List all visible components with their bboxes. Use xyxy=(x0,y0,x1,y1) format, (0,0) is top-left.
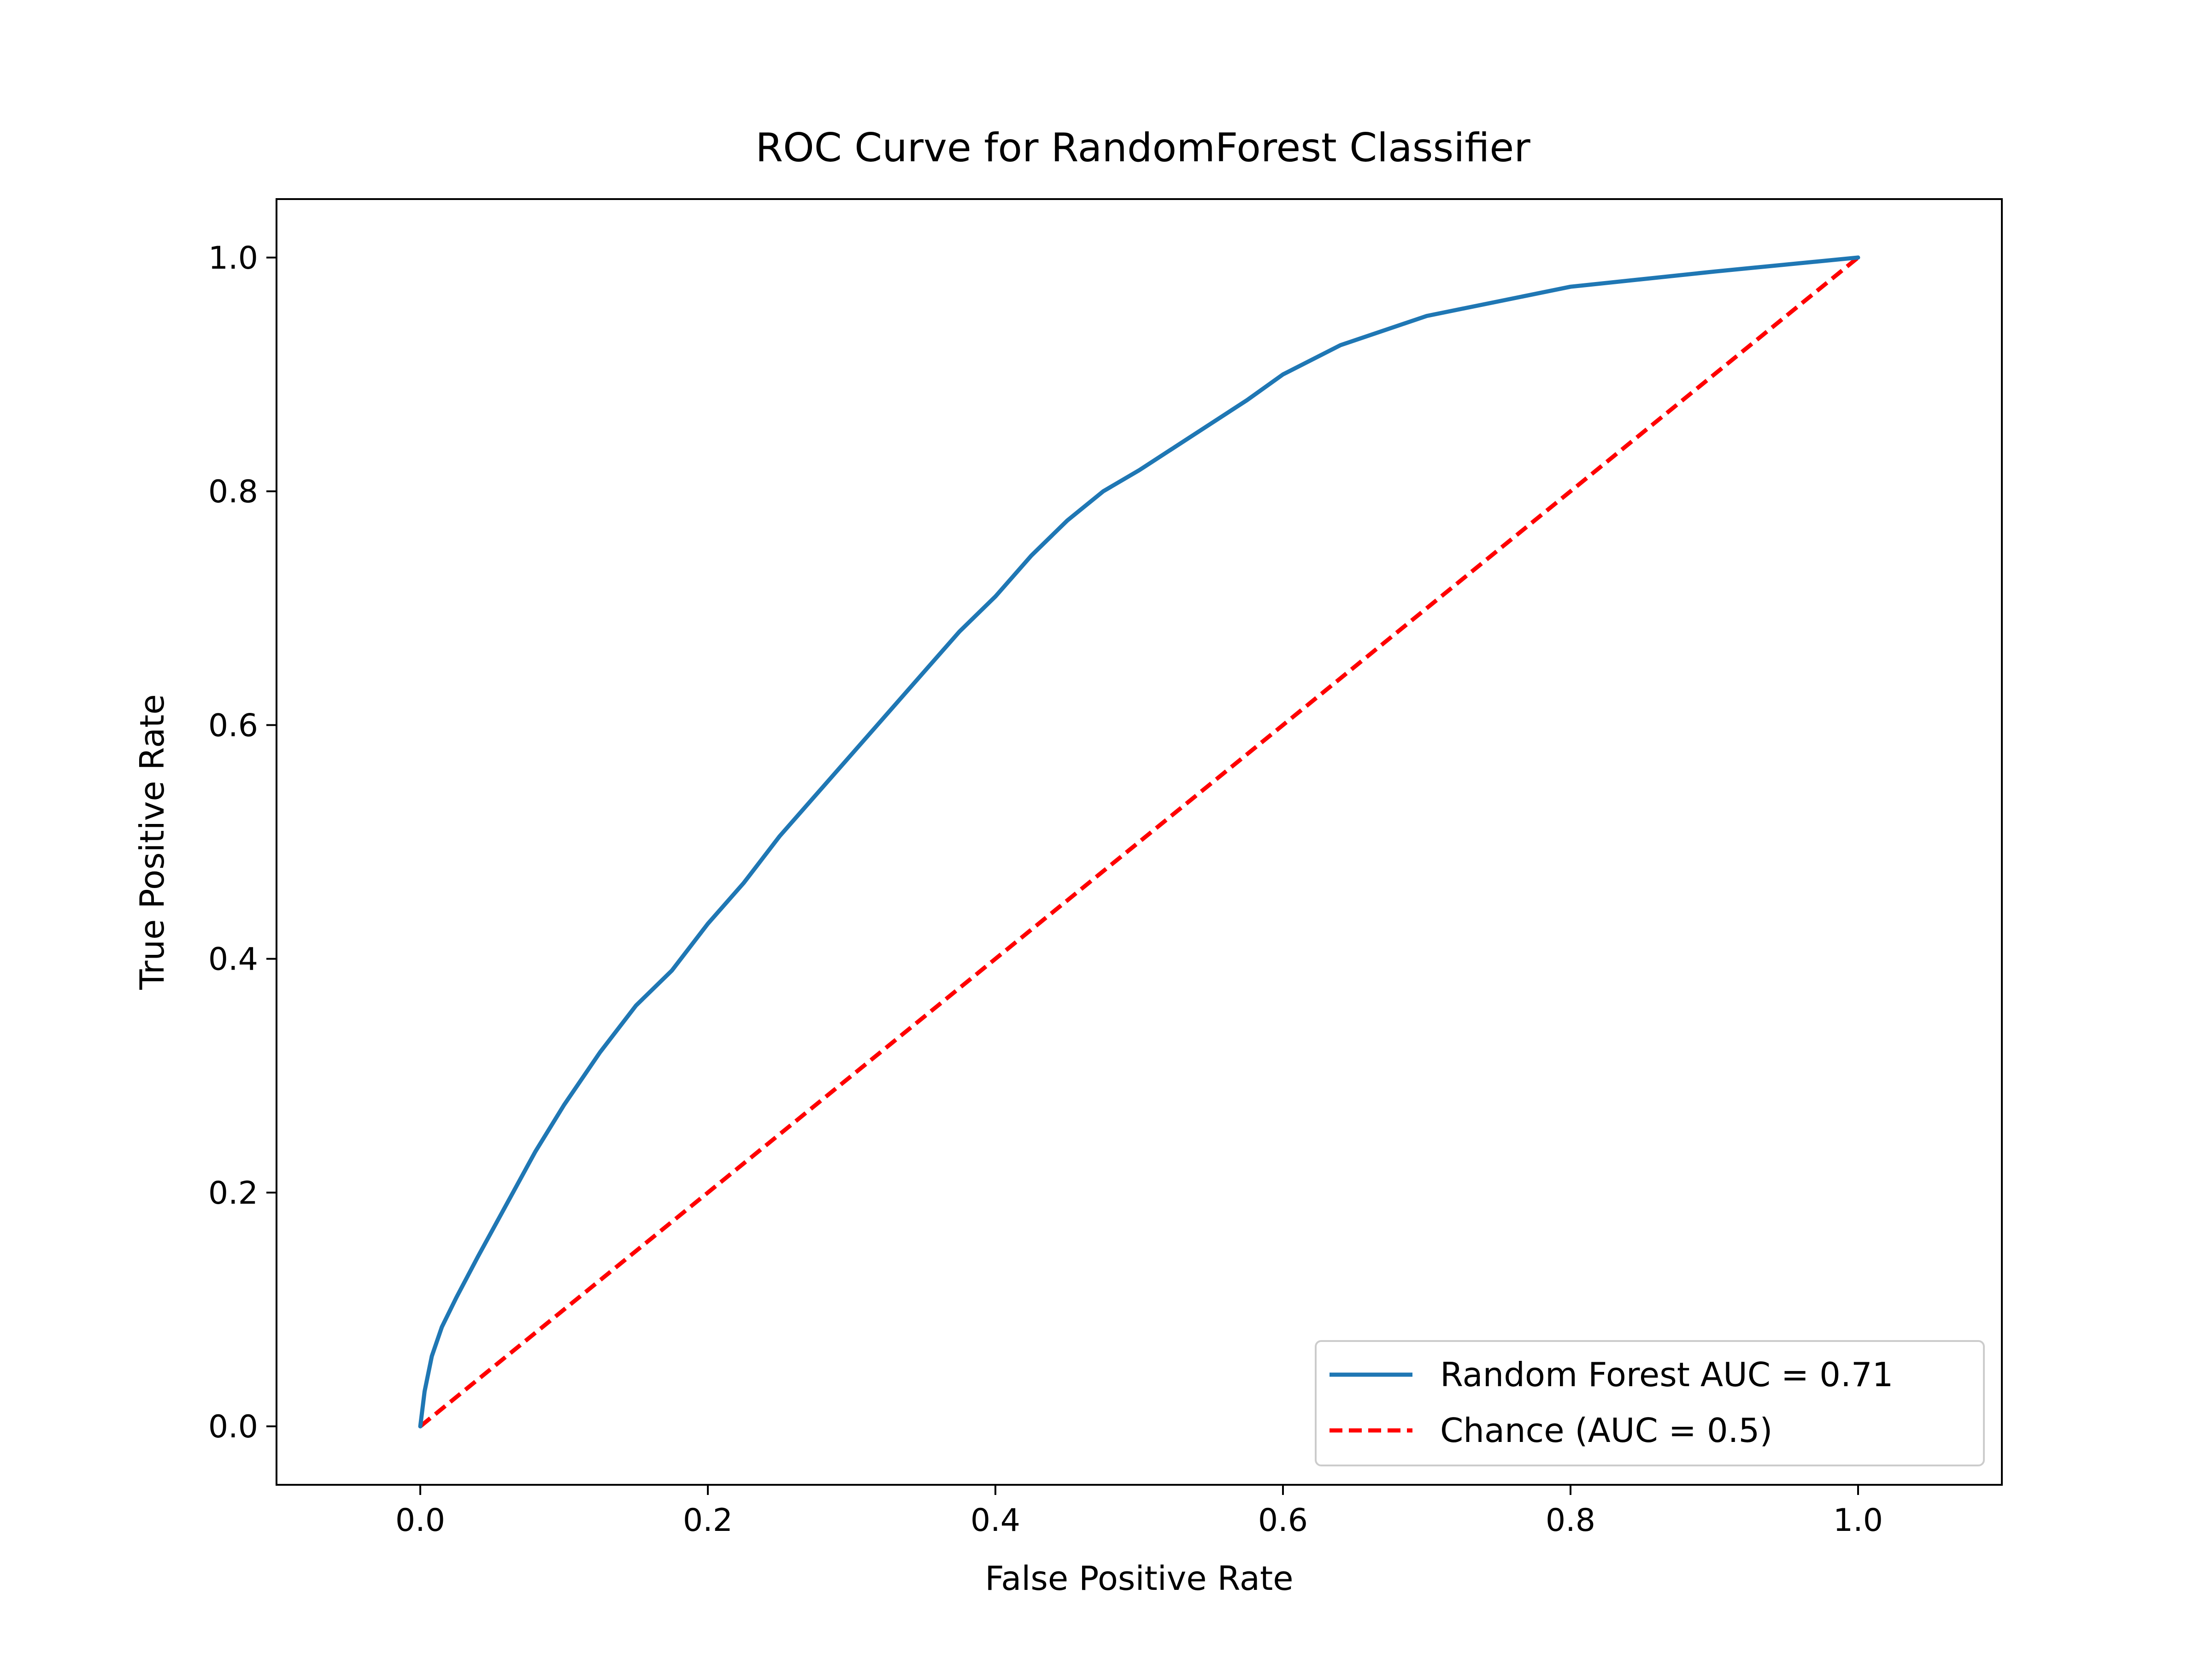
x-tick-label: 0.8 xyxy=(1546,1502,1595,1539)
y-tick-label: 0.2 xyxy=(208,1175,258,1212)
x-tick-label: 0.0 xyxy=(395,1502,445,1539)
y-tick-label: 1.0 xyxy=(208,240,258,276)
x-tick-label: 0.4 xyxy=(971,1502,1020,1539)
legend: Random Forest AUC = 0.71 Chance (AUC = 0… xyxy=(1315,1340,1985,1466)
legend-label-chance: Chance (AUC = 0.5) xyxy=(1440,1411,1772,1450)
y-tick-label: 0.4 xyxy=(208,941,258,978)
y-tick-label: 0.0 xyxy=(208,1409,258,1445)
y-tick-label: 0.6 xyxy=(208,707,258,744)
axes-frame xyxy=(276,198,2003,1486)
y-axis-ticks: 0.0 0.2 0.4 0.6 0.8 1.0 xyxy=(208,240,276,1445)
y-tick-label: 0.8 xyxy=(208,474,258,510)
y-axis-label: True Positive Rate xyxy=(133,694,171,990)
plot-area xyxy=(418,255,1860,1429)
x-tick-label: 0.6 xyxy=(1258,1502,1308,1539)
roc-curve-random-forest xyxy=(418,255,1860,1429)
x-axis-ticks: 0.0 0.2 0.4 0.6 0.8 1.0 xyxy=(395,1485,1883,1539)
legend-box xyxy=(1315,1340,1985,1466)
x-axis-label: False Positive Rate xyxy=(985,1559,1293,1598)
x-tick-label: 1.0 xyxy=(1833,1502,1883,1539)
chart-title: ROC Curve for RandomForest Classifier xyxy=(755,125,1530,171)
x-tick-label: 0.2 xyxy=(683,1502,733,1539)
legend-label-random-forest: Random Forest AUC = 0.71 xyxy=(1440,1355,1893,1394)
